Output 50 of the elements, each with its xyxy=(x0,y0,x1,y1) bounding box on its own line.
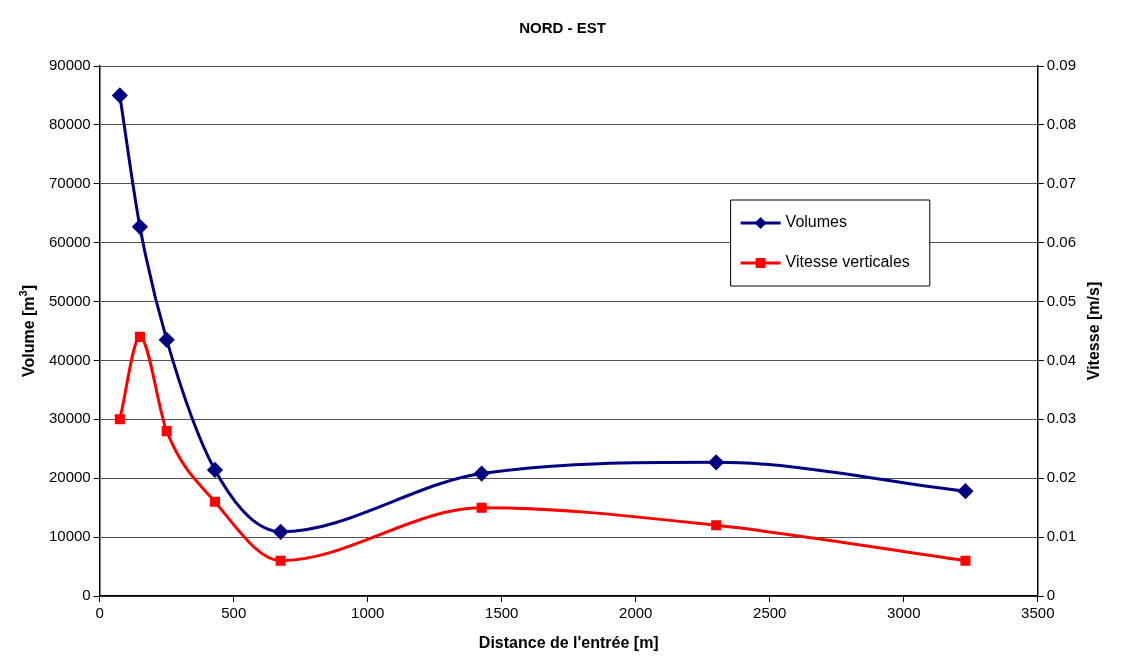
point xyxy=(957,483,973,499)
point xyxy=(112,87,128,103)
y2-tick-label: 0.07 xyxy=(1046,173,1077,191)
point xyxy=(711,520,722,531)
x-tick-label: 1000 xyxy=(351,604,385,622)
point xyxy=(114,414,125,425)
x-tick-label: 2500 xyxy=(753,604,787,622)
x-tick-label: 1500 xyxy=(485,604,519,622)
y-tick-label: 10000 xyxy=(48,527,91,545)
point xyxy=(134,331,145,342)
x-tick-label: 2000 xyxy=(619,604,653,622)
point xyxy=(132,219,148,235)
y2-tick-label: 0.06 xyxy=(1046,232,1077,250)
y2-tick-label: 0.05 xyxy=(1046,291,1077,309)
point xyxy=(159,332,175,348)
x-tick-label: 0 xyxy=(95,604,104,622)
point xyxy=(960,555,971,566)
y-tick-label: 0 xyxy=(82,586,91,604)
point xyxy=(207,462,223,478)
point xyxy=(708,454,724,470)
chart-title: NORD - EST xyxy=(519,19,606,37)
point xyxy=(209,496,220,507)
x-axis-title: Distance de l'entrée [m] xyxy=(478,634,659,652)
y2-tick-label: 0.01 xyxy=(1046,527,1077,545)
y2-tick-label: 0 xyxy=(1046,586,1056,604)
y2-tick-label: 0.08 xyxy=(1046,115,1077,133)
y2-tick-label: 0.02 xyxy=(1046,468,1077,486)
y2-axis-title: Vitesse [m/s] xyxy=(1085,281,1103,381)
y-tick-label: 30000 xyxy=(48,409,91,427)
point xyxy=(474,466,490,482)
legend-label: Volumes xyxy=(785,213,847,231)
point xyxy=(476,502,487,513)
y-axis-title: Volume [m3] xyxy=(16,284,38,378)
y-tick-label: 20000 xyxy=(48,468,91,486)
y2-tick-label: 0.03 xyxy=(1046,409,1077,427)
point xyxy=(273,524,289,540)
y2-tick-label: 0.04 xyxy=(1046,350,1077,368)
x-tick-label: 500 xyxy=(221,604,247,622)
y-tick-label: 50000 xyxy=(48,291,91,309)
x-tick-label: 3000 xyxy=(887,604,921,622)
y-tick-label: 70000 xyxy=(48,173,91,191)
y-tick-label: 80000 xyxy=(48,115,91,133)
y2-tick-label: 0.09 xyxy=(1046,56,1077,74)
point xyxy=(275,555,286,566)
x-tick-label: 3500 xyxy=(1021,604,1055,622)
point xyxy=(161,426,172,437)
y-tick-label: 60000 xyxy=(48,232,91,250)
y-tick-label: 90000 xyxy=(48,56,91,74)
y-tick-label: 40000 xyxy=(48,350,91,368)
legend-label: Vitesse verticales xyxy=(785,253,910,271)
